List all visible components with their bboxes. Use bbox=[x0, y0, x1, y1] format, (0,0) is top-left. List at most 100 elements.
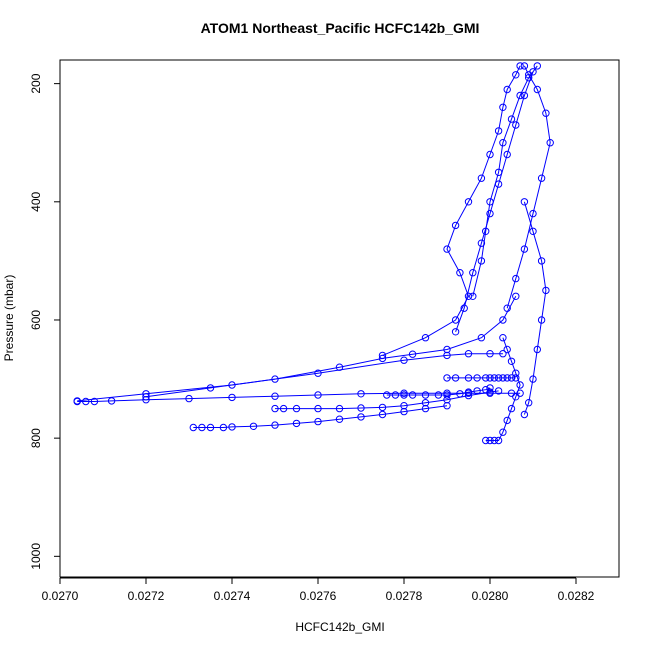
data-point bbox=[443, 351, 451, 360]
chart-title: ATOM1 Northeast_Pacific HCFC142b_GMI bbox=[201, 20, 480, 36]
data-point bbox=[533, 62, 541, 70]
y-tick-label: 1000 bbox=[29, 543, 43, 570]
data-point bbox=[456, 269, 464, 277]
series-line bbox=[455, 71, 534, 332]
data-point bbox=[486, 209, 494, 218]
data-point bbox=[486, 374, 494, 382]
data-point bbox=[391, 391, 400, 399]
data-point bbox=[443, 374, 451, 382]
data-point bbox=[512, 71, 520, 79]
series-layer bbox=[73, 62, 554, 445]
data-point bbox=[482, 386, 490, 394]
data-point bbox=[499, 139, 507, 147]
data-point bbox=[314, 417, 322, 426]
data-point bbox=[477, 239, 486, 247]
series-line bbox=[386, 387, 491, 396]
data-point bbox=[486, 150, 494, 159]
data-point bbox=[421, 391, 430, 399]
data-point bbox=[529, 227, 537, 236]
data-point bbox=[520, 245, 529, 253]
data-point bbox=[477, 257, 486, 265]
data-point bbox=[494, 374, 503, 382]
data-point bbox=[490, 436, 498, 445]
data-point bbox=[512, 292, 520, 300]
data-point bbox=[499, 374, 507, 382]
data-point bbox=[400, 402, 408, 410]
data-point bbox=[335, 404, 344, 413]
series-line bbox=[485, 337, 521, 441]
data-point bbox=[271, 375, 279, 383]
data-point bbox=[228, 393, 236, 402]
data-point bbox=[443, 396, 451, 404]
data-point bbox=[142, 393, 150, 401]
data-point bbox=[314, 404, 322, 413]
data-point bbox=[443, 245, 451, 253]
data-point bbox=[516, 62, 524, 70]
x-tick-label: 0.0274 bbox=[214, 589, 251, 603]
data-point bbox=[512, 274, 520, 283]
data-point bbox=[434, 391, 443, 399]
y-tick-label: 600 bbox=[29, 310, 43, 330]
series-line bbox=[506, 65, 551, 309]
data-point bbox=[271, 421, 279, 429]
data-point bbox=[525, 399, 533, 407]
data-point bbox=[542, 109, 550, 117]
data-point bbox=[451, 316, 460, 324]
data-point bbox=[520, 410, 529, 419]
data-point bbox=[206, 384, 215, 392]
data-point bbox=[198, 423, 206, 432]
data-point bbox=[90, 397, 99, 406]
data-point bbox=[503, 345, 511, 354]
data-point bbox=[400, 391, 408, 399]
data-point bbox=[507, 374, 516, 382]
data-point bbox=[525, 74, 533, 82]
data-point bbox=[512, 121, 520, 129]
data-point bbox=[512, 393, 520, 401]
data-point bbox=[464, 350, 473, 358]
y-tick-label: 200 bbox=[29, 73, 43, 93]
data-point bbox=[477, 334, 486, 342]
data-point bbox=[228, 423, 236, 431]
data-point bbox=[537, 316, 546, 324]
data-point bbox=[408, 391, 417, 399]
data-point bbox=[486, 198, 494, 206]
data-point bbox=[464, 292, 473, 300]
data-point bbox=[451, 374, 460, 382]
data-point bbox=[520, 198, 529, 206]
data-point bbox=[494, 436, 503, 445]
x-tick-label: 0.0282 bbox=[558, 589, 595, 603]
series-line bbox=[523, 201, 547, 415]
data-point bbox=[512, 369, 520, 377]
data-point bbox=[482, 436, 490, 445]
data-point bbox=[469, 269, 477, 277]
data-point bbox=[499, 428, 507, 436]
data-point bbox=[503, 416, 511, 425]
data-point bbox=[537, 174, 546, 182]
data-point bbox=[292, 419, 301, 428]
data-point bbox=[464, 374, 473, 382]
data-point bbox=[378, 403, 387, 412]
data-point bbox=[292, 404, 301, 413]
x-tick-label: 0.0272 bbox=[128, 589, 165, 603]
data-point bbox=[499, 103, 507, 112]
data-point bbox=[464, 388, 473, 396]
data-point bbox=[520, 91, 529, 100]
data-point bbox=[271, 404, 279, 413]
y-axis: 200 400 600 800 1000 bbox=[29, 73, 61, 570]
x-tick-label: 0.0278 bbox=[386, 589, 423, 603]
data-point bbox=[546, 139, 554, 147]
series-line bbox=[145, 296, 517, 398]
data-point bbox=[460, 304, 468, 312]
data-point bbox=[507, 357, 516, 365]
data-point bbox=[499, 316, 507, 324]
data-point bbox=[451, 328, 460, 336]
data-point bbox=[494, 168, 503, 177]
data-point bbox=[451, 221, 460, 230]
data-point bbox=[512, 374, 520, 382]
data-point bbox=[357, 390, 365, 398]
data-point bbox=[482, 227, 490, 236]
data-point bbox=[271, 392, 279, 400]
x-axis: 0.0270 0.0272 0.0274 0.0276 0.0278 0.0280 0.02… bbox=[42, 577, 595, 603]
data-point bbox=[185, 394, 193, 403]
data-point bbox=[499, 350, 507, 358]
